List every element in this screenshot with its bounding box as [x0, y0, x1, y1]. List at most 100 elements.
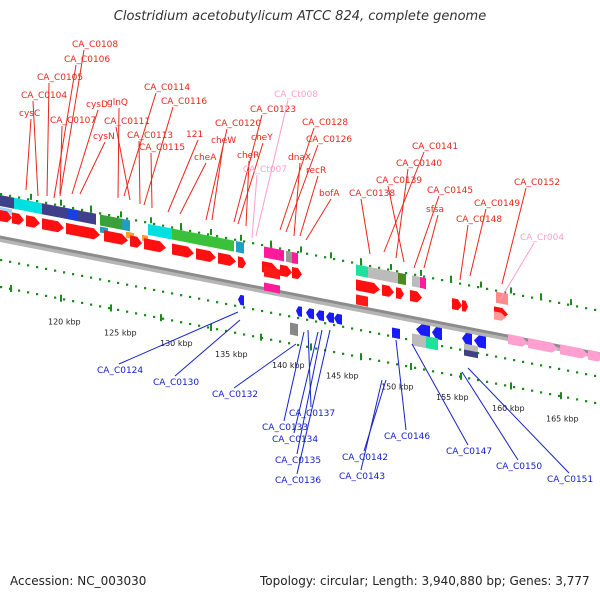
- gene-leader-line: [53, 64, 77, 199]
- reverse-guide-dot: [540, 364, 543, 367]
- gene-leader-line: [499, 242, 535, 301]
- gene-leader-line: [245, 160, 250, 227]
- gene-label: glnQ: [107, 98, 128, 108]
- ruler-dot: [306, 345, 309, 348]
- ruler-dot: [18, 289, 21, 292]
- cog-block: [264, 282, 280, 294]
- forward-guide-dot: [27, 198, 30, 201]
- ruler-dot: [207, 326, 210, 329]
- gene-label: CA_Ct007: [243, 165, 287, 175]
- reverse-guide-dot: [288, 315, 291, 318]
- rna-gene-arrow: [508, 334, 528, 347]
- forward-guide-tick: [390, 264, 392, 271]
- gene-label: cysC: [19, 109, 40, 119]
- forward-guide-dot: [594, 308, 597, 312]
- gene-label: CA_C0124: [97, 366, 143, 376]
- reverse-guide-dot: [261, 309, 264, 313]
- forward-guide-dot: [252, 242, 255, 245]
- ruler-dot: [279, 340, 282, 343]
- cog-block: [0, 195, 14, 209]
- scale-tick-label: 155 kbp: [436, 393, 469, 402]
- forward-guide-tick: [420, 269, 422, 276]
- cog-block: [496, 291, 508, 306]
- forward-gene-arrow: [356, 279, 380, 294]
- gene-label: cysN: [93, 132, 115, 142]
- ruler-dot: [117, 308, 120, 312]
- gene-leader-line: [46, 82, 50, 197]
- ruler-dot: [153, 315, 156, 319]
- gene-leader-line: [387, 185, 405, 263]
- ruler-dot: [54, 296, 57, 299]
- ruler-tick: [560, 392, 562, 400]
- forward-guide-dot: [414, 273, 417, 276]
- ruler-dot: [234, 331, 237, 334]
- gene-label: CA_Ct008: [274, 90, 318, 100]
- gene-leader-line: [299, 175, 319, 237]
- backbone-shadow: [0, 235, 600, 360]
- ruler-dot: [288, 342, 291, 345]
- forward-guide-dot: [387, 268, 390, 271]
- gene-leader-line: [59, 125, 63, 195]
- cog-block: [356, 294, 368, 307]
- forward-guide-dot: [495, 289, 498, 292]
- ruler-dot: [72, 300, 75, 303]
- forward-gene-arrow: [396, 287, 404, 300]
- ruler-dot: [342, 352, 345, 355]
- cog-block: [368, 266, 398, 284]
- gene-leader-line: [71, 109, 99, 195]
- forward-gene-arrow: [196, 248, 216, 262]
- cog-block: [148, 223, 172, 240]
- ruler-dot: [486, 380, 489, 383]
- ruler-dot: [594, 401, 597, 405]
- gene-leader-line: [59, 49, 85, 197]
- ruler-dot: [558, 394, 561, 398]
- rna-gene-arrow: [560, 344, 588, 359]
- forward-guide-dot: [531, 296, 534, 299]
- reverse-guide-dot: [99, 278, 102, 281]
- forward-guide-dot: [54, 203, 57, 206]
- cog-block: [290, 322, 298, 337]
- ruler-tick: [510, 382, 512, 390]
- reverse-guide-dot: [279, 313, 282, 316]
- ruler-dot: [549, 393, 552, 396]
- reverse-gene-arrow: [326, 312, 334, 324]
- reverse-gene-arrow: [432, 327, 442, 341]
- forward-guide-tick: [510, 287, 512, 294]
- reverse-guide-dot: [450, 346, 453, 349]
- cog-block: [236, 241, 244, 254]
- forward-guide-dot: [432, 277, 435, 280]
- ruler-dot: [414, 366, 417, 369]
- forward-guide-dot: [513, 293, 516, 296]
- forward-gene-arrow: [382, 284, 394, 297]
- forward-guide-dot: [360, 263, 363, 266]
- forward-guide-tick: [330, 252, 332, 259]
- forward-gene-arrow: [462, 300, 468, 312]
- reverse-guide-dot: [297, 316, 300, 320]
- gene-leader-line: [305, 198, 332, 241]
- forward-guide-dot: [450, 280, 453, 283]
- gene-label: CA_C0123: [250, 105, 296, 115]
- scale-tick-label: 120 kbp: [48, 317, 81, 326]
- reverse-guide-dot: [144, 287, 147, 290]
- forward-guide-dot: [72, 207, 75, 210]
- forward-gene-arrow: [144, 238, 166, 253]
- gene-leader-line: [285, 144, 319, 233]
- reverse-guide-dot: [126, 283, 129, 286]
- gene-label: CA_C0132: [212, 390, 258, 400]
- gene-leader-line: [413, 195, 440, 269]
- forward-guide-tick: [240, 234, 242, 241]
- ruler-dot: [567, 396, 570, 399]
- gene-leader-line: [411, 343, 469, 446]
- gene-leader-line: [143, 106, 174, 206]
- gene-label: CA_C0141: [412, 142, 458, 152]
- gene-leader-line: [233, 343, 297, 389]
- forward-gene-arrow: [12, 212, 24, 225]
- forward-guide-dot: [207, 233, 210, 236]
- gene-leader-line: [283, 331, 305, 422]
- gene-label: CA_C0106: [64, 55, 110, 65]
- reverse-guide-dot: [27, 264, 30, 267]
- reverse-gene-block: [392, 327, 400, 339]
- gene-leader-line: [293, 162, 301, 237]
- ruler-dot: [171, 319, 174, 322]
- reverse-guide-dot: [198, 297, 201, 300]
